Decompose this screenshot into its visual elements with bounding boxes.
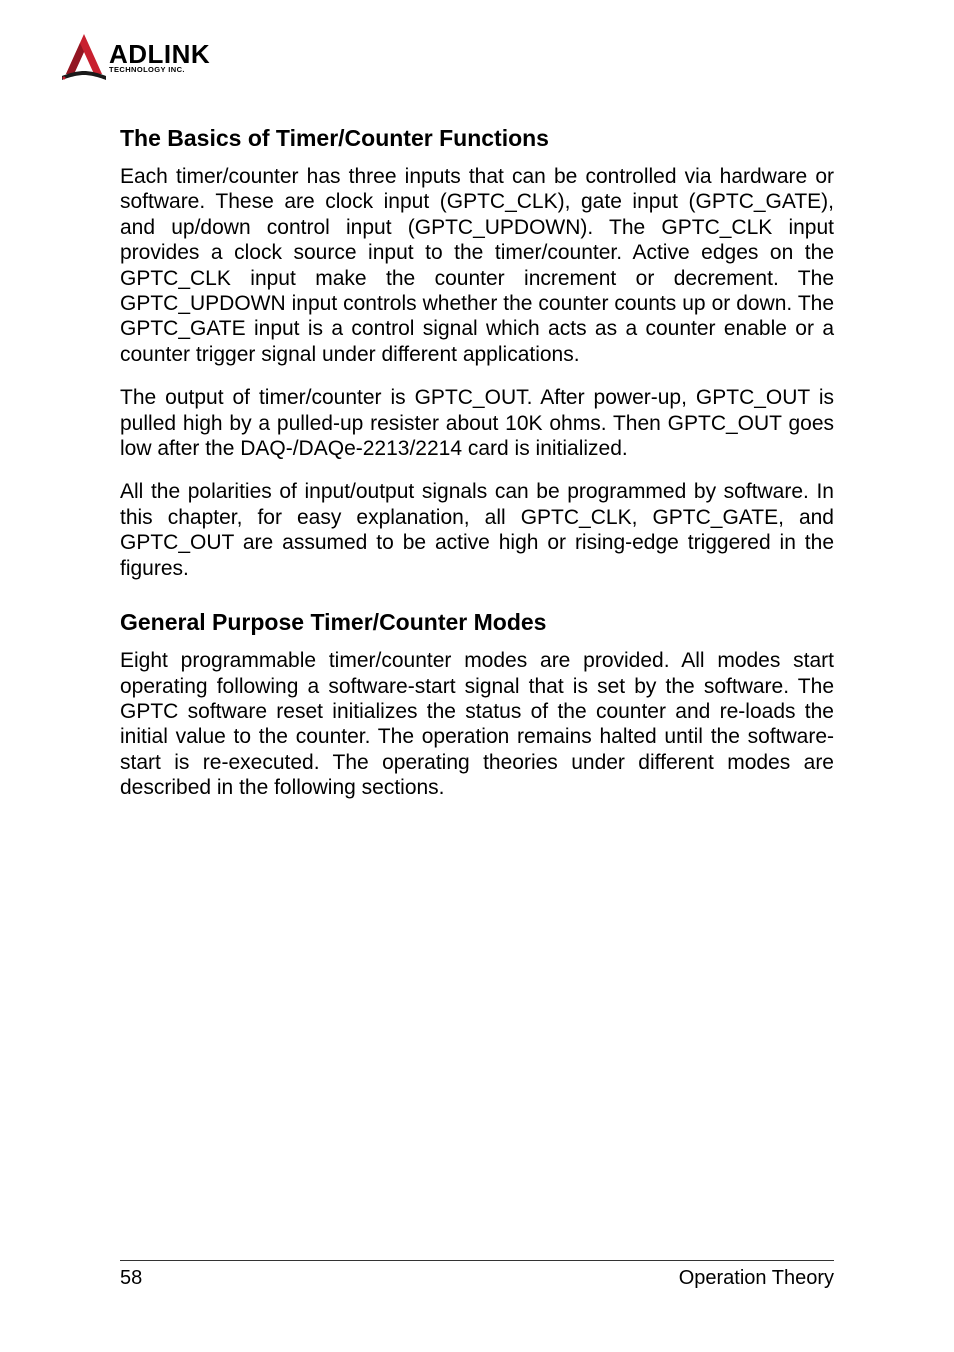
logo: ADLINK TECHNOLOGY INC. — [60, 30, 210, 84]
paragraph: Each timer/counter has three inputs that… — [120, 164, 834, 367]
section-heading-basics: The Basics of Timer/Counter Functions — [120, 125, 834, 152]
paragraph: All the polarities of input/output signa… — [120, 479, 834, 581]
paragraph: The output of timer/counter is GPTC_OUT.… — [120, 385, 834, 461]
page-footer: 58 Operation Theory — [85, 1260, 869, 1290]
footer-divider — [120, 1260, 834, 1261]
page-content: The Basics of Timer/Counter Functions Ea… — [85, 125, 869, 801]
logo-mark-icon — [60, 30, 108, 84]
section-label: Operation Theory — [679, 1267, 834, 1290]
logo-sub-text: TECHNOLOGY INC. — [109, 66, 210, 74]
section-heading-modes: General Purpose Timer/Counter Modes — [120, 609, 834, 636]
logo-main-text: ADLINK — [109, 41, 210, 67]
paragraph: Eight programmable timer/counter modes a… — [120, 648, 834, 800]
logo-text: ADLINK TECHNOLOGY INC. — [109, 41, 210, 74]
page-number: 58 — [120, 1267, 142, 1290]
